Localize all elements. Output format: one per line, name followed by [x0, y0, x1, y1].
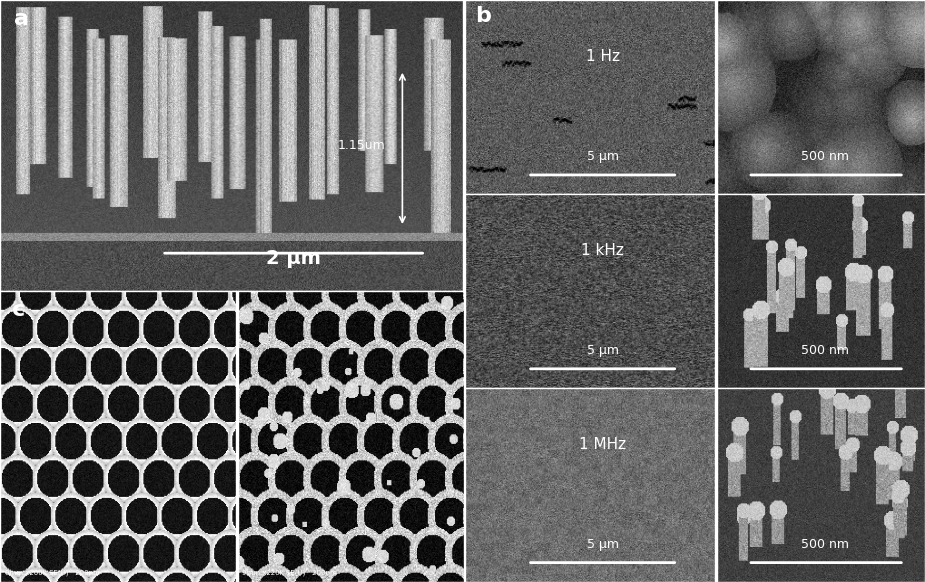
Text: 1.15um: 1.15um — [338, 139, 386, 152]
Text: 500 nm: 500 nm — [801, 344, 849, 357]
Text: b: b — [475, 6, 491, 26]
Text: 5 μm: 5 μm — [586, 344, 619, 357]
Text: 1 MHz: 1 MHz — [579, 436, 626, 452]
Text: c: c — [12, 300, 25, 320]
Text: 0mm x200k SE(U)   200nm: 0mm x200k SE(U) 200nm — [5, 570, 100, 576]
Text: 2 μm: 2 μm — [266, 249, 321, 268]
Text: a: a — [14, 9, 29, 29]
Text: 5 μm: 5 μm — [586, 150, 619, 164]
Text: 9mm x220k SE(U)   200nm: 9mm x220k SE(U) 200nm — [242, 570, 337, 576]
Text: 1 kHz: 1 kHz — [581, 243, 624, 258]
Text: 1 Hz: 1 Hz — [586, 49, 620, 63]
Text: 500 nm: 500 nm — [801, 150, 849, 164]
Text: 500 nm: 500 nm — [801, 538, 849, 551]
Text: 5 μm: 5 μm — [586, 538, 619, 551]
